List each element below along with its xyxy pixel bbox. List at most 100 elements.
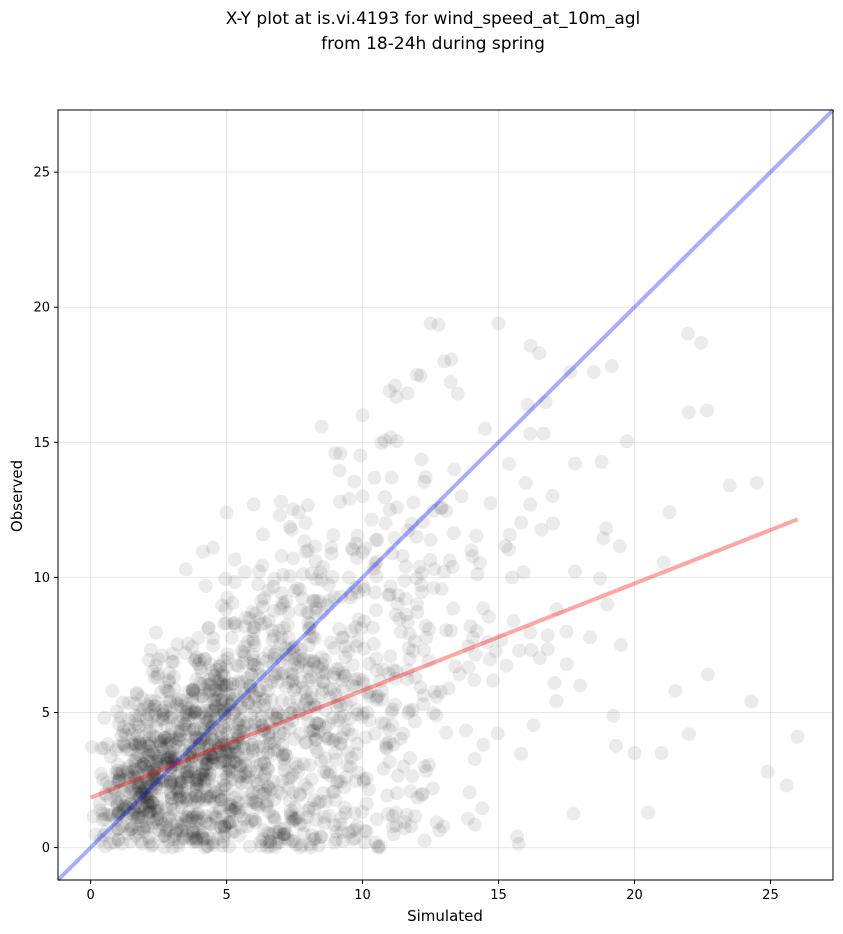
scatter-point <box>171 733 186 748</box>
scatter-point <box>177 790 192 805</box>
scatter-point <box>627 746 642 761</box>
scatter-point <box>203 714 218 729</box>
scatter-point <box>140 796 155 811</box>
scatter-point <box>163 750 178 765</box>
scatter-point <box>317 764 332 779</box>
scatter-point <box>262 834 277 849</box>
scatter-point <box>213 658 228 673</box>
scatter-point <box>224 825 239 840</box>
scatter-point <box>187 706 202 721</box>
scatter-point <box>217 820 232 835</box>
scatter-point <box>260 793 275 808</box>
scatter-point <box>281 630 296 645</box>
scatter-point <box>178 813 193 828</box>
scatter-point <box>310 660 325 675</box>
scatter-point <box>250 660 265 675</box>
scatter-point <box>215 665 230 680</box>
scatter-point <box>347 672 362 687</box>
scatter-point <box>512 643 527 658</box>
scatter-point <box>392 611 407 626</box>
scatter-point <box>694 335 709 350</box>
scatter-point <box>199 809 214 824</box>
scatter-point <box>332 463 347 478</box>
scatter-point <box>384 470 399 485</box>
scatter-point <box>181 805 196 820</box>
scatter-point <box>257 722 272 737</box>
scatter-point <box>209 744 224 759</box>
scatter-point <box>366 636 381 651</box>
scatter-point <box>165 721 180 736</box>
scatter-point <box>306 723 321 738</box>
scatter-point <box>146 768 161 783</box>
scatter-point <box>218 571 233 586</box>
scatter-point <box>237 565 252 580</box>
scatter-point <box>359 771 374 786</box>
scatter-point <box>111 774 126 789</box>
scatter-point <box>303 723 318 738</box>
scatter-point <box>173 723 188 738</box>
scatter-point <box>662 505 677 520</box>
scatter-point <box>178 722 193 737</box>
scatter-point <box>306 654 321 669</box>
scatter-point <box>286 833 301 848</box>
scatter-point <box>279 594 294 609</box>
scatter-point <box>461 639 476 654</box>
scatter-point <box>247 653 262 668</box>
scatter-point <box>111 821 126 836</box>
scatter-point <box>161 811 176 826</box>
scatter-point <box>398 591 413 606</box>
scatter-point <box>261 583 276 598</box>
scatter-point <box>245 632 260 647</box>
scatter-point <box>247 620 262 635</box>
scatter-point <box>300 781 315 796</box>
scatter-point <box>320 598 335 613</box>
scatter-point <box>180 769 195 784</box>
scatter-point <box>234 820 249 835</box>
scatter-point <box>110 808 125 823</box>
scatter-point <box>159 704 174 719</box>
scatter-point <box>180 824 195 839</box>
scatter-point <box>306 697 321 712</box>
scatter-point <box>247 690 262 705</box>
scatter-point <box>109 743 124 758</box>
scatter-point <box>596 531 611 546</box>
scatter-point <box>345 832 360 847</box>
scatter-point <box>182 769 197 784</box>
scatter-point <box>192 734 207 749</box>
scatter-point <box>292 653 307 668</box>
scatter-point <box>178 646 193 661</box>
scatter-point <box>203 789 218 804</box>
scatter-point <box>128 771 143 786</box>
scatter-point <box>257 755 272 770</box>
scatter-point <box>189 650 204 665</box>
scatter-point <box>236 738 251 753</box>
scatter-point <box>314 685 329 700</box>
scatter-point <box>275 737 290 752</box>
scatter-point <box>298 706 313 721</box>
scatter-point <box>272 623 287 638</box>
scatter-point <box>196 738 211 753</box>
scatter-point <box>205 757 220 772</box>
scatter-point <box>115 764 130 779</box>
scatter-point <box>225 736 240 751</box>
scatter-point <box>374 715 389 730</box>
scatter-point <box>253 617 268 632</box>
scatter-point <box>185 744 200 759</box>
scatter-point <box>220 815 235 830</box>
scatter-point <box>221 815 236 830</box>
scatter-point <box>305 653 320 668</box>
scatter-point <box>247 657 262 672</box>
scatter-point <box>201 621 216 636</box>
scatter-point <box>476 601 491 616</box>
scatter-point <box>143 642 158 657</box>
scatter-point <box>317 809 332 824</box>
scatter-point <box>236 718 251 733</box>
scatter-point <box>378 516 393 531</box>
scatter-point <box>145 729 160 744</box>
scatter-point <box>300 605 315 620</box>
scatter-point <box>186 835 201 850</box>
scatter-point <box>261 613 276 628</box>
scatter-point <box>423 316 438 331</box>
scatter-point <box>217 753 232 768</box>
scatter-point <box>176 831 191 846</box>
